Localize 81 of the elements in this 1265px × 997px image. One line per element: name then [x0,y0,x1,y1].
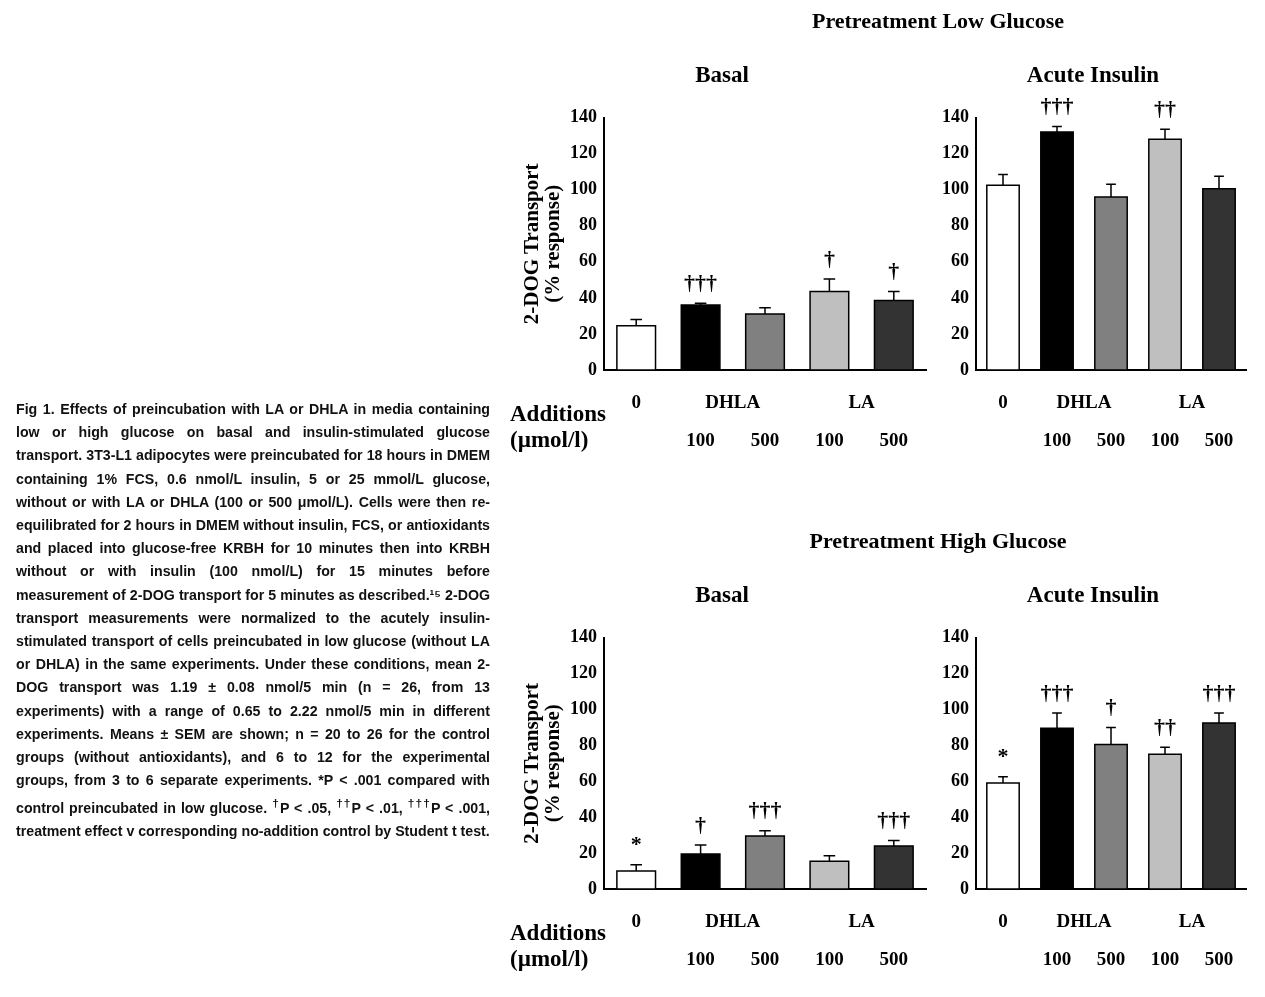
chart-title: Pretreatment Low Glucose [810,8,1066,34]
chart-title: Pretreatment High Glucose [808,528,1068,554]
y-tick-label: 140 [942,106,969,127]
y-tick-label: 60 [579,250,597,271]
y-tick-label: 100 [570,698,597,719]
x-tick-label: 100 [1150,428,1180,450]
x-axis-title: Additions (µmol/l) [510,400,606,452]
data-label: ††† [1040,679,1074,705]
data-label: ††† [1202,679,1236,705]
y-tick-label: 100 [942,178,969,199]
chart-subtitle: Acute Insulin [1026,61,1160,87]
x-tick-label: 100 [1042,947,1072,969]
y-axis-title: 2-DOG Transport (% response) [518,163,564,325]
text: LA [848,390,876,412]
y-tick-label: 40 [951,805,969,826]
y-tick-label: 0 [588,358,597,379]
data-label: † [1105,694,1117,720]
text: LA [1178,390,1206,412]
y-axis-title: 2-DOG Transport (% response) [518,682,564,844]
x-axis-title: Additions (µmol/l) [510,919,606,971]
y-tick-label: 40 [579,805,597,826]
data-label: † [823,245,835,271]
text: LA [1178,909,1206,931]
data-label: ††† [748,797,782,823]
chart-subtitle: Basal [695,61,749,87]
x-tick-label: 100 [815,947,844,969]
data-label: † [695,811,707,837]
x-tick-label: 100 [815,428,844,450]
y-tick-label: 80 [579,214,597,235]
text: DHLA [705,909,761,931]
y-tick-label: 140 [570,626,597,647]
x-tick-label: 100 [686,947,715,969]
y-tick-label: 140 [942,626,969,647]
y-tick-label: 120 [570,142,597,163]
y-tick-label: 80 [579,734,597,754]
data-label: † [888,258,900,284]
x-tick-label: 100 [686,428,715,450]
text: DHLA [1056,909,1112,931]
data-label: * [630,831,642,857]
x-tick-label: 500 [1096,428,1126,450]
y-tick-label: 20 [579,322,597,343]
x-tick-label: 500 [1096,947,1126,969]
x-tick-label: 500 [750,428,780,450]
data-label: ††† [684,269,718,295]
y-tick-label: 140 [570,106,597,127]
text: DHLA [1056,390,1112,412]
data-label: †† [1154,713,1176,739]
x-tick-label: 500 [879,428,909,450]
y-tick-label: 40 [579,286,597,307]
y-tick-label: 0 [960,877,969,898]
y-tick-label: 40 [951,286,969,307]
y-tick-label: 80 [951,214,969,235]
chart-subtitle: Acute Insulin [1026,581,1160,607]
text: DHLA [705,390,761,412]
data-label: †† [1154,96,1176,122]
x-tick-label: 500 [1204,428,1234,450]
y-tick-label: 20 [579,841,597,862]
y-tick-label: 20 [951,322,969,343]
y-tick-label: 0 [588,877,597,898]
y-tick-label: 60 [579,769,597,790]
y-tick-label: 60 [951,769,969,790]
y-tick-label: 100 [570,178,597,199]
y-tick-label: 120 [570,662,597,683]
chart-subtitle: Basal [695,581,749,607]
data-label: * [997,743,1009,769]
text: Fig 1. Effects of preincubation with LA or DHLA in media containing low or high glucose on basal and insulin-stimulated glucose transport. 3T3-L1 adipocytes were preincubated for 18 hours in DMEM containing 1% FCS, 0.6 nmol/L insulin, 5 or 25 mmol/L glucose, without or with LA or DHLA (100 or 500 μmol/L). Cells were then re-equilibrated for 2 hours in DMEM without insulin, FCS, or antioxidants and placed into glucose-free KRBH for 10 minutes then into KRBH without or with insulin (100 nmol/L) for 15 minutes before measurement of 2-DOG transport for 5 minutes as described.¹⁵ 2-DOG transport measurements were normalized to the acutely insulin-stimulated transport of cells preincubated in low glucose (without LA or DHLA) in the same experiments. Under these conditions, mean 2-DOG transport was 1.19 ± 0.08 nmol/5 min (n = 26, from 13 experiments) with a range of 0.65 to 2.22 nmol/5 min in different experiments. Means ± SEM are shown; n = 20 to 26 for the control groups (without antioxidants), and 6 to 12 for the experimental groups, from 3 to 6 separate experiments. *P < .001 compared with control preincubated in low glucose. $^{†}$P < .05, $^{††}$P < .01, $^{†††}$P < .001, treatment effect v corresponding no-addition control by Student t test. [16,401,491,840]
x-tick-label: 500 [750,947,780,969]
x-tick-label: 500 [1204,947,1234,969]
data-label: ††† [1040,93,1074,119]
x-tick-label: 100 [1042,428,1072,450]
y-tick-label: 20 [951,841,969,862]
y-tick-label: 80 [951,734,969,754]
y-tick-label: 0 [960,358,969,379]
x-tick-label: 100 [1150,947,1180,969]
text: LA [848,909,876,931]
y-tick-label: 100 [942,698,969,719]
data-label: ††† [877,807,911,833]
y-tick-label: 60 [951,250,969,271]
y-tick-label: 120 [942,662,969,683]
x-tick-label: 500 [879,947,909,969]
y-tick-label: 120 [942,142,969,163]
